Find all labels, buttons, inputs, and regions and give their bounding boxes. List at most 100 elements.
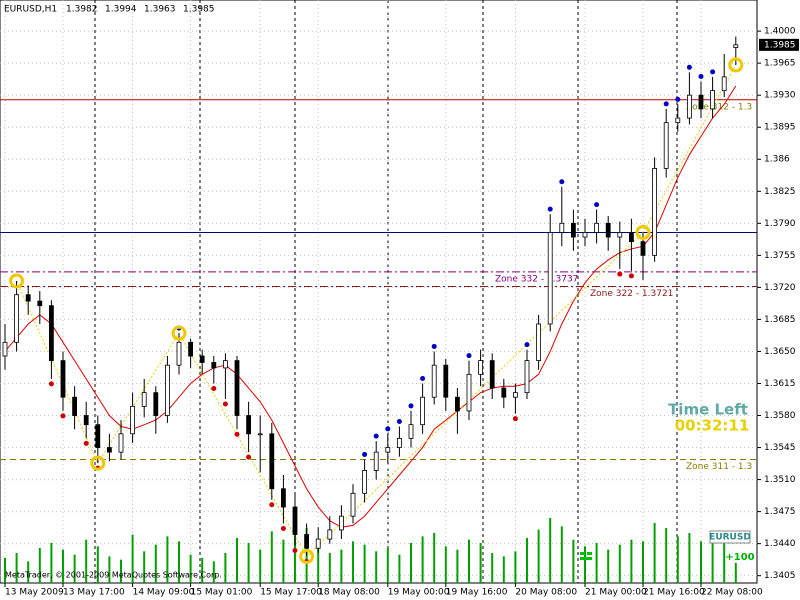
- y-tick-label: 1.3755: [764, 251, 796, 261]
- fractal-down: [211, 385, 217, 391]
- header-low: 1.3963: [144, 5, 176, 15]
- candle-body: [14, 294, 20, 343]
- fractal-up: [385, 426, 391, 432]
- candle-body: [72, 396, 77, 416]
- badge-box: [709, 530, 751, 544]
- y-tick-label: 1.4000: [764, 27, 796, 37]
- candle-body: [222, 360, 228, 369]
- fractal-up: [686, 64, 692, 70]
- candle-body: [675, 117, 681, 124]
- fractal-up: [373, 433, 379, 439]
- fractal-up: [663, 101, 669, 107]
- zigzag-line: [16, 64, 737, 558]
- candle-body: [176, 341, 182, 366]
- fractal-down: [280, 526, 286, 532]
- header-open: 1.3982: [66, 5, 98, 15]
- fractal-up: [675, 96, 681, 102]
- candle-body: [130, 405, 136, 435]
- candle-body: [571, 222, 576, 238]
- candle-body: [211, 362, 217, 369]
- x-tick-label: 21 May 16:00: [643, 588, 705, 598]
- time-left: 00:32:11: [675, 417, 750, 435]
- candle-body: [466, 373, 472, 412]
- candle-body: [663, 122, 669, 169]
- candle-body: [373, 451, 379, 471]
- y-tick-label: 1.3580: [764, 411, 796, 421]
- candle-body: [524, 360, 530, 394]
- candle-body: [153, 392, 159, 416]
- header-high: 1.3994: [105, 5, 137, 15]
- zigzag-point: [728, 57, 744, 73]
- candle-body: [489, 360, 495, 389]
- chart-layer: Zone 312 - 1.3 Zone 332 - 1.3737 Zone 322 …: [0, 0, 757, 583]
- candle-body: [292, 506, 298, 535]
- fractal-up: [710, 69, 716, 75]
- y-tick-label: 1.3440: [764, 539, 796, 549]
- y-tick-label: 1.3825: [764, 187, 796, 197]
- candle-body: [454, 396, 460, 412]
- fractal-up: [396, 418, 402, 424]
- candle-body: [687, 94, 692, 119]
- y-tick-label: 1.3685: [764, 315, 796, 325]
- level-label: Zone 322 - 1.3721: [590, 289, 673, 299]
- fractal-up: [594, 202, 600, 208]
- symbol-badge: EURUSD: [709, 533, 751, 543]
- fractal-up: [524, 342, 530, 348]
- fractal-down: [628, 273, 634, 279]
- candle-body: [199, 355, 205, 363]
- y-tick-label: 1.3720: [764, 283, 796, 293]
- fractal-down: [48, 381, 54, 387]
- candle-body: [95, 424, 101, 448]
- fractal-up: [408, 403, 414, 409]
- candle-body: [25, 294, 31, 302]
- zigzag-point: [171, 325, 187, 341]
- candle-body: [385, 447, 391, 453]
- x-tick-label: 19 May 00:00: [388, 588, 450, 598]
- indicator-square: [587, 552, 592, 555]
- candle-body: [733, 44, 739, 48]
- y-tick-label: 1.386: [764, 155, 790, 165]
- zigzag-point: [635, 224, 651, 240]
- y-tick-label: 1.3650: [764, 347, 796, 357]
- fractal-up: [362, 451, 368, 457]
- candle-body: [652, 168, 657, 256]
- candle-body: [164, 364, 170, 416]
- x-tick-label: 13 May 2009: [5, 588, 64, 598]
- candle-body: [501, 387, 507, 398]
- moving-average: [4, 85, 737, 528]
- y-tick-label: 1.3965: [764, 59, 796, 69]
- candle-body: [443, 364, 449, 398]
- fractal-up: [547, 206, 553, 212]
- chart-title: EURUSD,H1: [4, 5, 57, 15]
- badge-value: +100: [725, 552, 754, 563]
- candle-body: [60, 360, 66, 398]
- y-tick-label: 1.3405: [764, 571, 796, 581]
- fractal-up: [431, 343, 437, 349]
- x-tick-label: 15 May 01:00: [191, 588, 253, 598]
- price-box: [759, 38, 799, 51]
- candle-body: [362, 470, 368, 494]
- copyright: MetaTrader, © 2001-2009 MetaQuotes Softw…: [5, 571, 222, 580]
- x-tick-label: 21 May 00:00: [585, 588, 647, 598]
- candle-body: [408, 424, 414, 439]
- candle-body: [605, 222, 611, 238]
- y-tick-label: 1.3510: [764, 475, 796, 485]
- x-tick-label: 19 May 16:00: [446, 588, 508, 598]
- fractal-down: [512, 416, 518, 422]
- candle-body: [559, 222, 565, 233]
- candle-body: [234, 360, 240, 416]
- indicator-square: [580, 552, 585, 555]
- fractal-down: [222, 401, 228, 407]
- candle-body: [698, 94, 704, 110]
- price-label: 1.3985: [764, 40, 796, 50]
- candle-body: [107, 447, 112, 453]
- candle-body: [327, 529, 333, 540]
- candle-body: [338, 515, 344, 531]
- candle-body: [431, 364, 437, 398]
- zigzag-point: [90, 455, 106, 471]
- y-tick-label: 1.3895: [764, 123, 796, 133]
- candle-body: [246, 415, 252, 435]
- candle-body: [141, 392, 147, 407]
